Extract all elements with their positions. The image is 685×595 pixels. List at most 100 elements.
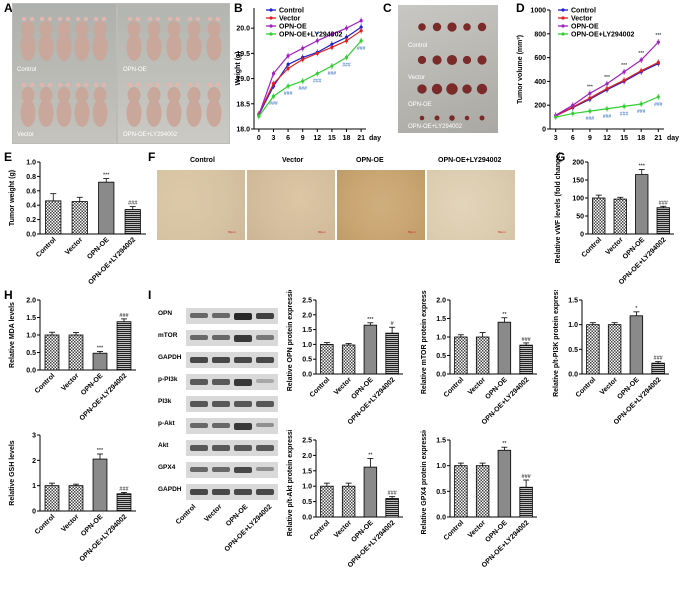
y-tick-label: 2.0: [302, 312, 312, 319]
histology-header-opnoe: OPN-OE: [356, 157, 384, 164]
significance-mark: ***: [621, 63, 627, 69]
data-point: [301, 57, 305, 62]
mouse-figure: [206, 82, 222, 127]
y-tick-label: 1.0: [26, 333, 36, 340]
bar: [475, 336, 490, 375]
bar: [385, 498, 399, 518]
wb-strip: [186, 330, 278, 346]
label-control: Control: [17, 67, 37, 73]
y-tick-label: 19.5: [236, 51, 250, 58]
label-opn-ly: OPN-OE+LY294002: [123, 132, 178, 138]
bar: [68, 485, 84, 512]
mouse-figure: [38, 16, 54, 61]
wb-strip: [186, 418, 278, 434]
wb-strip: [186, 462, 278, 478]
data-point: [656, 60, 660, 64]
x-tick-label: Vector: [333, 376, 353, 396]
significance-mark: ***: [97, 345, 104, 351]
x-tick-label: OPN-OE: [86, 236, 111, 261]
data-point: [639, 69, 643, 73]
y-tick-label: 1.0: [436, 463, 446, 470]
wb-band: [212, 467, 230, 473]
y-axis-label: Relative vWF levels (fold change,100%): [555, 152, 562, 263]
wb-band: [234, 313, 252, 320]
y-tick-label: 1: [32, 483, 36, 490]
significance-mark: ***: [604, 75, 610, 81]
wb-band: [212, 313, 230, 319]
y-tick-label: 0.0: [436, 515, 446, 522]
x-tick-label: Vector: [605, 236, 625, 256]
legend-marker: [269, 16, 273, 20]
chart-d-tumor-volume: 0 200 400 600 800 1000 3 6 9 12 15 18 21 day Tumor vol…: [517, 8, 679, 143]
wb-band: [256, 467, 274, 472]
bar: [44, 485, 60, 512]
significance-mark: ###: [284, 91, 293, 97]
data-point: [622, 70, 626, 74]
x-tick-label: Control: [34, 372, 57, 395]
legend-label: OPN-OE: [571, 24, 599, 31]
mouse-figure: [56, 16, 72, 61]
legend-label: Vector: [571, 16, 593, 23]
significance-mark: ***: [587, 84, 593, 90]
y-tick-label: 150: [572, 178, 584, 185]
wb-band: [190, 489, 208, 496]
wb-row-label: PI3k: [158, 398, 172, 405]
x-axis-label: day: [667, 135, 679, 142]
significance-mark: ***: [639, 164, 646, 170]
significance-mark: ***: [655, 33, 661, 39]
histology-vector: [247, 170, 335, 240]
y-tick-label: 2.0: [26, 298, 36, 305]
y-tick-label: 1.5: [26, 315, 36, 322]
bar: [116, 321, 132, 371]
significance-mark: ###: [119, 313, 129, 319]
mouse-figure: [126, 82, 142, 127]
mouse-figure: [146, 82, 162, 127]
series-line: [258, 30, 362, 115]
x-tick-label: OPN-OE+LY294002: [79, 372, 129, 420]
y-tick-label: 0.2: [26, 217, 36, 224]
mouse-figure: [206, 16, 222, 61]
tumor-photo: Control Vector OPN-OE OPN-OE+LY294002: [398, 5, 498, 133]
y-axis-label: Relative OPN protein expression: [287, 290, 294, 391]
y-tick-label: 1000: [530, 8, 546, 15]
y-tick-label: 50: [576, 214, 584, 221]
legend-label: Control: [571, 8, 596, 15]
significance-mark: ###: [388, 491, 398, 497]
bar: [454, 465, 468, 518]
x-tick-label: OPN-OE+LY294002: [79, 513, 129, 563]
bar: [320, 485, 334, 518]
x-tick-label: OPN-OE: [80, 372, 105, 397]
tumor-sample: [432, 22, 442, 32]
x-tick-label: 21: [357, 135, 365, 142]
bar: [586, 324, 600, 375]
data-point: [588, 91, 592, 95]
data-point: [656, 95, 660, 99]
y-tick-label: 2.0: [302, 453, 312, 460]
western-blot: OPN mTOR GAPDH p-PI3k PI3k p-Akt Akt GPX4 GAPDH: [150, 300, 280, 500]
y-tick-label: 0.0: [26, 232, 36, 239]
y-tick-label: 0.5: [302, 357, 312, 364]
histology-ly: [427, 170, 515, 240]
x-tick-label: Vector: [64, 236, 84, 256]
y-tick-label: 0.5: [568, 347, 578, 354]
y-axis-label: Relative GPX4 protein expression: [421, 430, 428, 535]
wb-row: OPN: [150, 308, 278, 324]
bar: [629, 315, 644, 375]
wb-band: [190, 379, 208, 385]
y-tick-label: 400: [534, 79, 546, 86]
wb-band: [256, 489, 274, 496]
mice-photo-panel: Control OPN-OE Vector OPN-OE+LY294002: [12, 3, 230, 144]
wb-band: [212, 335, 230, 341]
x-tick-label: OPN-OE+LY294002: [87, 236, 137, 286]
tumor-sample: [477, 22, 487, 32]
significance-mark: ***: [97, 448, 104, 454]
wb-band: [256, 445, 274, 451]
significance-mark: ###: [603, 114, 612, 120]
data-point: [344, 35, 349, 39]
wb-band: [256, 379, 274, 383]
data-point: [344, 55, 349, 60]
y-tick-label: 0.4: [26, 203, 36, 210]
y-tick-label: 100: [572, 196, 584, 203]
y-tick-label: 0.0: [436, 372, 446, 379]
